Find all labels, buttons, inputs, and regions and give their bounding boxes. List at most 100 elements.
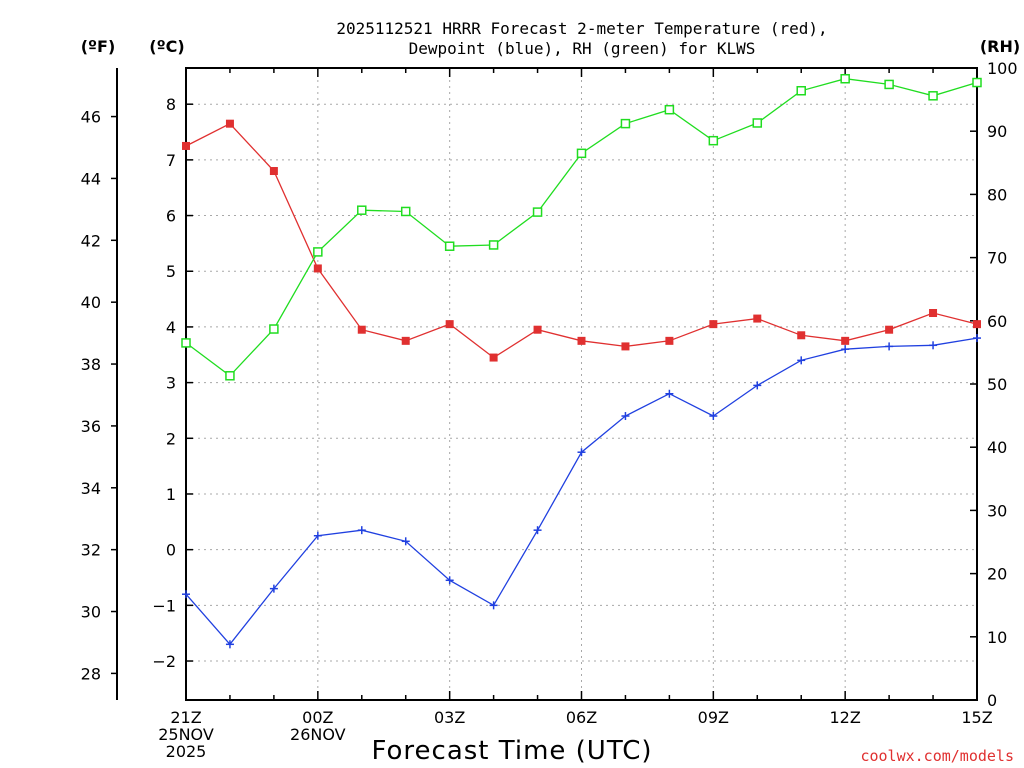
axes: 28303234363840424446−2−10123456780102030… [81, 59, 1018, 761]
x-tick-label: 12Z [830, 708, 861, 727]
x-tick-label: 2025 [166, 742, 207, 761]
rh-point [444, 241, 455, 251]
x-tick-label: 25NOV [158, 725, 214, 744]
dewpoint-point [182, 590, 190, 599]
temperature-point [401, 336, 410, 345]
celsius-tick-label: 5 [166, 262, 176, 281]
celsius-tick-label: −2 [152, 652, 176, 671]
temperature-point [973, 320, 981, 329]
dewpoint-point [973, 334, 981, 343]
rh-point [884, 79, 894, 90]
dewpoint-point [841, 345, 850, 354]
celsius-tick-label: 8 [166, 95, 176, 114]
rh-tick-label: 70 [987, 249, 1007, 268]
celsius-unit-label: (ºC) [149, 37, 184, 56]
fahrenheit-tick-label: 28 [81, 664, 101, 683]
rh-point [796, 86, 806, 96]
fahrenheit-tick-label: 32 [81, 541, 101, 560]
temperature-point [533, 325, 542, 334]
dewpoint-point [665, 389, 674, 398]
rh-tick-label: 20 [987, 565, 1007, 584]
dewpoint-point [489, 601, 498, 610]
rh-tick-label: 30 [987, 501, 1007, 520]
dewpoint-point [885, 342, 894, 351]
dewpoint-point [269, 584, 278, 593]
series-temperature [182, 119, 981, 362]
chart-title-line-1: 2025112521 HRRR Forecast 2-meter Tempera… [336, 19, 827, 38]
temperature-point [841, 336, 850, 345]
fahrenheit-tick-label: 38 [81, 355, 101, 374]
rh-point [357, 205, 367, 215]
rh-point [269, 324, 279, 334]
rh-point [708, 135, 719, 146]
celsius-tick-label: 4 [166, 318, 176, 337]
temperature-point [665, 336, 674, 345]
temperature-point [357, 325, 366, 334]
x-tick-label: 00Z [302, 708, 333, 727]
temperature-point [929, 309, 938, 318]
fahrenheit-tick-label: 40 [81, 293, 101, 312]
x-tick-label: 06Z [566, 708, 597, 727]
dewpoint-point [533, 526, 542, 535]
fahrenheit-tick-label: 36 [81, 417, 101, 436]
rh-point [488, 240, 499, 250]
rh-point [225, 371, 235, 381]
dewpoint-point [225, 640, 234, 649]
dewpoint-point [445, 576, 454, 585]
rh-point [664, 104, 675, 115]
rh-point [400, 206, 411, 217]
temperature-point [445, 320, 454, 329]
rh-tick-label: 80 [987, 185, 1007, 204]
dewpoint-point [753, 381, 762, 390]
rh-tick-label: 60 [987, 312, 1007, 331]
rh-tick-label: 90 [987, 122, 1007, 141]
dewpoint-point [401, 537, 410, 546]
rh-point [532, 207, 543, 217]
fahrenheit-tick-label: 44 [81, 169, 101, 188]
rh-tick-label: 10 [987, 628, 1007, 647]
dewpoint-point [313, 531, 322, 540]
x-axis-title: Forecast Time (UTC) [371, 736, 652, 766]
celsius-tick-label: −1 [152, 596, 176, 615]
celsius-tick-label: 1 [166, 485, 176, 504]
temperature-point [313, 264, 322, 273]
celsius-tick-label: 0 [166, 541, 176, 560]
x-tick-label: 09Z [698, 708, 729, 727]
chart-title-line-2: Dewpoint (blue), RH (green) for KLWS [409, 39, 756, 58]
fahrenheit-unit-label: (ºF) [81, 37, 116, 56]
fahrenheit-tick-label: 46 [81, 108, 101, 127]
temperature-point [225, 119, 234, 128]
temperature-point [269, 167, 278, 176]
temperature-point [797, 331, 806, 340]
dewpoint-point [929, 341, 938, 350]
rh-tick-label: 40 [987, 438, 1007, 457]
temperature-point [489, 353, 498, 362]
fahrenheit-tick-label: 42 [81, 231, 101, 250]
x-tick-label: 26NOV [290, 725, 346, 744]
x-tick-label: 15Z [961, 708, 992, 727]
temperature-point [709, 320, 718, 329]
celsius-tick-label: 7 [166, 151, 176, 170]
celsius-tick-label: 2 [166, 429, 176, 448]
dewpoint-point [797, 356, 806, 365]
dewpoint-point [357, 526, 366, 535]
x-tick-label: 03Z [434, 708, 465, 727]
fahrenheit-tick-label: 30 [81, 603, 101, 622]
dewpoint-point [577, 448, 586, 457]
rh-point [313, 247, 323, 257]
rh-point [752, 118, 763, 128]
celsius-tick-label: 6 [166, 207, 176, 226]
series-dewpoint [182, 334, 981, 649]
series-rh [181, 73, 982, 381]
rh-tick-label: 100 [987, 59, 1018, 78]
celsius-tick-label: 3 [166, 374, 176, 393]
temperature-point [621, 342, 630, 351]
dewpoint-point [621, 412, 630, 421]
rh-tick-label: 50 [987, 375, 1007, 394]
rh-point [840, 73, 850, 84]
temperature-point [577, 336, 586, 345]
rh-point [972, 77, 982, 88]
rh-point [181, 338, 191, 348]
rh-point [620, 118, 631, 129]
